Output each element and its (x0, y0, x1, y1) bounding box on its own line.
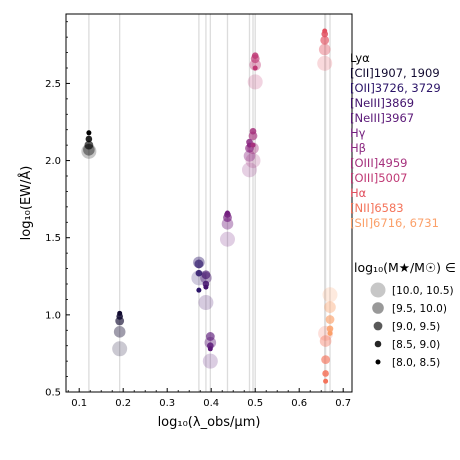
legend-neiii-3869: [NeIII]3869 (350, 96, 414, 110)
mass-size-legend: log₁₀(M★/M☉) ∈ [10.0, 10.5) [9.5, 10.0) [9.… (354, 260, 456, 369)
point-ly-bin-2 (84, 140, 94, 150)
point-sii-6716-6731-bin-2 (325, 315, 335, 324)
point-neiii-3967-bin-4 (207, 346, 213, 352)
point-nii-6583-bin-2 (321, 355, 330, 364)
legend-sii-6716-6731: [SII]6716, 6731 (350, 216, 439, 230)
plot-frame (65, 13, 353, 393)
legend-oiii-5007: [OIII]5007 (350, 171, 407, 185)
legend-h: Hβ (350, 141, 366, 155)
plot-area (81, 14, 338, 392)
point-h-bin-0 (317, 55, 333, 71)
y-tick-label: 1.0 (45, 310, 61, 321)
point-oii-3726-3729-bin-4 (196, 287, 202, 293)
emission-line-legend: Lyα[CII]1907, 1909[OII]3726, 3729[NeIII]… (350, 51, 441, 230)
x-tick-label: 0.3 (159, 398, 175, 409)
axes: 0.1 0.2 0.3 0.4 0.5 0.6 0.7 0.5 1.0 1.5 2.0 2.5 log₁… (18, 13, 353, 430)
point-sii-6716-6731-bin-0 (322, 287, 338, 303)
size-legend-label-2: [9.0, 9.5) (392, 321, 440, 333)
point-oiii-4959-bin-3 (249, 127, 257, 135)
y-tick-label: 2.5 (45, 79, 61, 90)
point-cii-1907-1909-bin-4 (117, 310, 123, 316)
x-tick-label: 0.2 (115, 398, 131, 409)
size-legend-marker-1 (372, 302, 384, 314)
point-oiii-5007-bin-4 (252, 65, 258, 71)
point-ly-bin-4 (86, 130, 92, 136)
point-neiii-3869-bin-0 (198, 295, 214, 311)
point-oii-3726-3729-bin-3 (195, 269, 203, 277)
legend-nii-6583: [NII]6583 (350, 201, 404, 215)
legend-oiii-4959: [OIII]4959 (350, 156, 407, 170)
x-axis-label: log₁₀(λ_obs/µm) (158, 415, 261, 430)
size-legend-label-1: [9.5, 10.0) (392, 303, 447, 315)
y-tick-label: 0.5 (45, 388, 61, 399)
point-ly-bin-0 (81, 143, 97, 159)
line-guides (88, 14, 331, 392)
point-h-bin-4 (224, 210, 230, 216)
point-neiii-3967-bin-2 (205, 332, 215, 341)
point-neiii-3967-bin-0 (202, 353, 218, 369)
point-h-bin-2 (320, 35, 330, 45)
size-legend-marker-2 (373, 321, 383, 331)
legend-h: Hα (350, 186, 367, 200)
point-h-bin-1 (318, 43, 331, 56)
y-tick-label: 2.0 (45, 156, 61, 167)
point-h-bin-4 (246, 142, 252, 148)
legend-neiii-3967: [NeIII]3967 (350, 111, 414, 125)
data-points (81, 28, 338, 384)
legend-ly: Lyα (350, 51, 370, 65)
point-nii-6583-bin-4 (323, 378, 329, 384)
point-h-bin-0 (219, 231, 235, 247)
size-legend-label-3: [8.5, 9.0) (392, 339, 440, 351)
y-axis-label: log₁₀(EW/Å) (18, 166, 34, 241)
size-legend-label-4: [8.0, 8.5) (392, 357, 440, 369)
point-nii-6583-bin-1 (319, 335, 332, 347)
size-legend-marker-4 (375, 359, 381, 365)
point-neiii-3869-bin-4 (203, 284, 209, 290)
size-legend-label-0: [10.0, 10.5) (392, 285, 454, 297)
point-sii-6716-6731-bin-1 (324, 301, 336, 313)
point-oii-3726-3729-bin-2 (194, 259, 204, 269)
point-nii-6583-bin-3 (322, 370, 329, 377)
point-sii-6716-6731-bin-3 (326, 325, 334, 333)
point-ly-bin-3 (85, 135, 93, 143)
size-legend-title: log₁₀(M★/M☉) ∈ (354, 260, 456, 275)
point-cii-1907-1909-bin-1 (113, 326, 126, 338)
x-tick-label: 0.4 (203, 398, 219, 409)
point-oiii-5007-bin-0 (247, 74, 263, 90)
y-tick-label: 1.5 (45, 233, 61, 244)
point-cii-1907-1909-bin-0 (112, 341, 128, 357)
legend-cii-1907-1909: [CII]1907, 1909 (350, 66, 440, 80)
point-oiii-4959-bin-4 (250, 142, 256, 148)
x-tick-label: 0.6 (291, 398, 307, 409)
point-h-bin-0 (241, 162, 257, 178)
x-tick-label: 0.5 (247, 398, 263, 409)
legend-oii-3726-3729: [OII]3726, 3729 (350, 81, 441, 95)
point-neiii-3869-bin-2 (201, 270, 211, 280)
x-tick-label: 0.1 (71, 398, 87, 409)
point-oiii-5007-bin-3 (251, 52, 259, 59)
point-h-bin-1 (243, 150, 256, 162)
size-legend-marker-0 (370, 282, 386, 298)
legend-h: Hγ (350, 126, 366, 140)
point-sii-6716-6731-bin-4 (327, 330, 333, 336)
size-legend-marker-3 (374, 340, 382, 348)
x-tick-label: 0.7 (335, 398, 351, 409)
point-h-bin-4 (322, 28, 328, 34)
point-oiii-4959-bin-0 (245, 153, 261, 169)
